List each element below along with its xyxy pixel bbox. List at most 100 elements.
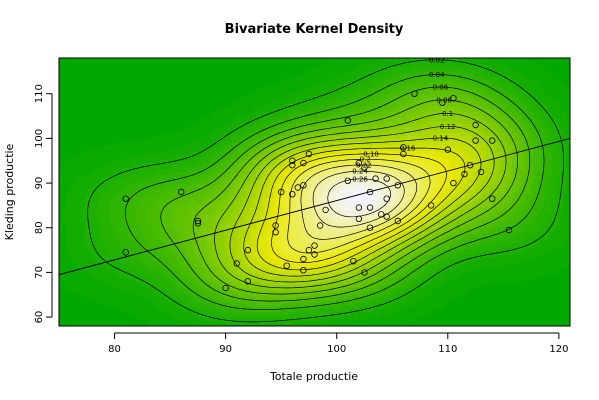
heatmap-cell xyxy=(471,269,476,273)
heatmap-cell xyxy=(321,266,327,271)
heatmap-cell xyxy=(281,302,286,306)
heatmap-cell xyxy=(161,302,166,306)
heatmap-cell xyxy=(478,305,483,309)
heatmap-cell xyxy=(69,305,75,309)
heatmap-cell xyxy=(555,287,560,291)
heatmap-cell xyxy=(69,260,75,265)
heatmap-cell xyxy=(77,278,82,282)
heatmap-cell xyxy=(358,263,363,268)
heatmap-cell xyxy=(310,272,316,276)
heatmap-cell xyxy=(438,263,443,268)
heatmap-cell xyxy=(486,275,491,279)
heatmap-cell xyxy=(325,275,330,279)
heatmap-cell xyxy=(354,287,359,291)
heatmap-cell xyxy=(285,290,290,294)
heatmap-cell xyxy=(398,296,403,300)
heatmap-cell xyxy=(270,305,275,309)
heatmap-cell xyxy=(186,320,191,324)
heatmap-cell xyxy=(507,272,513,276)
heatmap-cell xyxy=(267,308,272,312)
heatmap-cell xyxy=(559,284,564,288)
heatmap-cell xyxy=(234,275,239,279)
heatmap-cell xyxy=(318,314,323,318)
heatmap-cell xyxy=(449,311,454,315)
heatmap-cell xyxy=(117,275,122,279)
heatmap-cell xyxy=(132,323,137,326)
heatmap-cell xyxy=(132,257,137,262)
heatmap-cell xyxy=(66,260,71,265)
heatmap-cell xyxy=(161,257,166,262)
heatmap-cell xyxy=(274,275,279,279)
heatmap-cell xyxy=(409,284,414,288)
heatmap-cell xyxy=(69,278,75,282)
heatmap-cell xyxy=(402,302,407,306)
heatmap-cell xyxy=(464,284,469,288)
heatmap-cell xyxy=(73,269,78,273)
heatmap-cell xyxy=(292,323,297,326)
heatmap-cell xyxy=(548,278,553,282)
heatmap-cell xyxy=(77,323,82,326)
heatmap-cell xyxy=(336,269,341,273)
heatmap-cell xyxy=(66,314,71,318)
heatmap-cell xyxy=(106,272,111,276)
heatmap-cell xyxy=(515,281,520,285)
heatmap-cell xyxy=(336,323,341,326)
heatmap-cell xyxy=(537,266,542,271)
heatmap-cell xyxy=(197,314,202,318)
heatmap-cell xyxy=(161,308,166,312)
heatmap-cell xyxy=(186,299,191,303)
heatmap-cell xyxy=(164,257,170,262)
heatmap-cell xyxy=(113,311,118,315)
heatmap-cell xyxy=(153,293,159,297)
heatmap-cell xyxy=(307,284,312,288)
heatmap-cell xyxy=(157,260,162,265)
heatmap-cell xyxy=(453,320,458,324)
heatmap-cell xyxy=(493,260,498,265)
heatmap-cell xyxy=(405,302,410,306)
heatmap-cell xyxy=(153,305,159,309)
heatmap-cell xyxy=(175,296,181,300)
heatmap-cell xyxy=(347,284,352,288)
heatmap-cell xyxy=(110,278,115,282)
heatmap-cell xyxy=(413,299,418,303)
heatmap-cell xyxy=(208,299,213,303)
heatmap-cell xyxy=(562,260,567,265)
heatmap-cell xyxy=(424,299,429,303)
heatmap-cell xyxy=(205,272,210,276)
heatmap-cell xyxy=(526,320,531,324)
heatmap-cell xyxy=(263,302,268,306)
heatmap-cell xyxy=(219,275,224,279)
heatmap-cell xyxy=(467,323,473,326)
heatmap-cell xyxy=(223,287,228,291)
heatmap-cell xyxy=(475,281,480,285)
heatmap-cell xyxy=(424,323,429,326)
heatmap-cell xyxy=(248,284,254,288)
heatmap-cell xyxy=(226,302,232,306)
heatmap-cell xyxy=(212,314,217,318)
heatmap-cell xyxy=(511,284,516,288)
heatmap-cell xyxy=(146,317,151,321)
heatmap-cell xyxy=(431,323,436,326)
heatmap-cell xyxy=(263,269,268,273)
heatmap-cell xyxy=(164,275,170,279)
heatmap-cell xyxy=(522,308,527,312)
heatmap-cell xyxy=(431,293,436,297)
heatmap-cell xyxy=(511,281,516,285)
heatmap-cell xyxy=(347,311,352,315)
heatmap-cell xyxy=(80,290,86,294)
heatmap-cell xyxy=(369,278,374,282)
heatmap-cell xyxy=(409,272,414,276)
heatmap-cell xyxy=(270,302,275,306)
heatmap-cell xyxy=(540,299,546,303)
heatmap-cell xyxy=(486,317,491,321)
heatmap-cell xyxy=(464,293,469,297)
heatmap-cell xyxy=(135,272,140,276)
heatmap-cell xyxy=(376,269,381,273)
heatmap-cell xyxy=(259,290,264,294)
heatmap-cell xyxy=(223,284,228,288)
heatmap-cell xyxy=(278,290,283,294)
heatmap-cell xyxy=(358,281,363,285)
heatmap-cell xyxy=(124,281,129,285)
heatmap-cell xyxy=(110,308,115,312)
heatmap-cell xyxy=(259,296,264,300)
